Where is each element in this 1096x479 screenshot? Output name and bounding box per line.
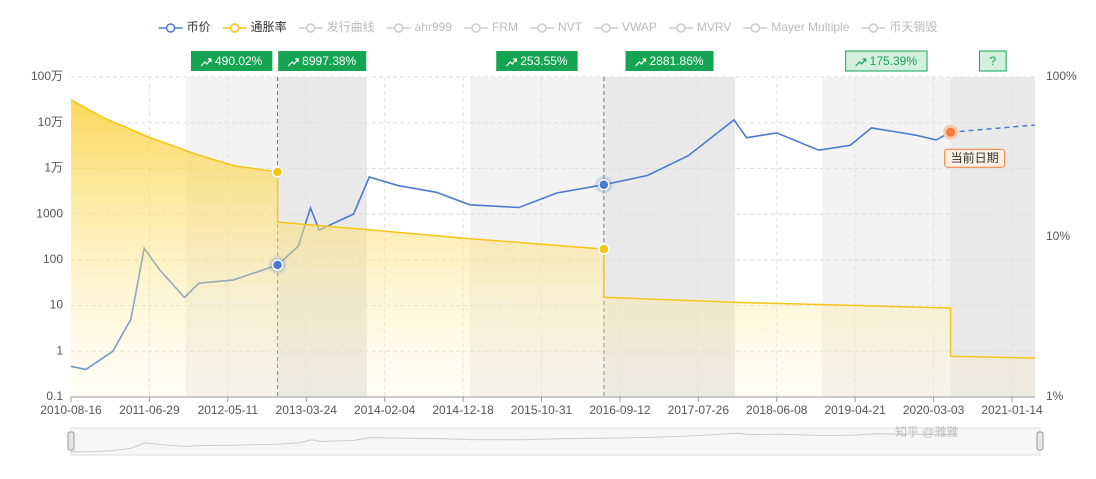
event-marker: [598, 243, 610, 255]
x-tick-label: 2014-02-04: [354, 403, 416, 417]
event-marker: [271, 259, 284, 271]
legend-item[interactable]: 发行曲线: [298, 19, 375, 34]
x-tick-label: 2017-07-26: [668, 403, 730, 417]
legend-label: 币价: [187, 20, 211, 34]
watermark: 知乎 @雅雅: [895, 424, 959, 439]
badge: ?: [978, 50, 1007, 72]
badge-box: [625, 51, 714, 71]
badge-box: [845, 50, 928, 72]
badge-box: [190, 51, 273, 71]
badge-label: 490.02%: [215, 54, 263, 68]
y2-tick-label: 100%: [1046, 69, 1077, 83]
overlay: 490.02% 8997.38% 253.55% 2881.86% 175.39% ? 当前…: [190, 50, 1007, 276]
badge-arrow: [505, 58, 517, 67]
badge-label: 2881.86%: [649, 54, 703, 68]
axes: 0.1 1 10 100 1000 1万 10万 100万 1% 10% 100% 2010-08-1…: [31, 69, 1077, 417]
y2-tick-label: 1%: [1046, 389, 1064, 403]
badge-box: [278, 51, 367, 71]
legend-label: NVT: [558, 20, 583, 34]
badge-arrow: [200, 58, 212, 67]
legend-item[interactable]: 币天销毁: [861, 19, 937, 34]
legend: 币价 通胀率 发行曲线 ahr999 FRM NVT VWAP MVRV Mayer Multi…: [158, 19, 937, 34]
legend-icon-dot: [868, 23, 879, 33]
y-tick-label: 0.1: [46, 389, 63, 403]
badge: 175.39%: [845, 50, 928, 72]
legend-label: ahr999: [415, 20, 453, 34]
badge-label: 8997.38%: [302, 54, 356, 68]
x-tick-label: 2012-05-11: [198, 403, 259, 417]
legend-label: FRM: [492, 20, 518, 34]
zoom-track: [70, 427, 1041, 456]
y-tick-label: 10: [50, 298, 64, 312]
badge: 8997.38%: [278, 51, 367, 71]
legend-label: 通胀率: [251, 19, 287, 34]
zoom-preview: [70, 432, 956, 453]
legend-item[interactable]: MVRV: [668, 20, 731, 34]
data-zoom: [67, 427, 1044, 456]
y-tick-label: 1万: [44, 161, 63, 175]
current-date-box: [944, 148, 1006, 168]
x-tick-label: 2021-01-14: [981, 403, 1043, 417]
legend-label: 发行曲线: [327, 19, 375, 34]
x-tick-label: 2010-08-16: [40, 403, 102, 417]
badge-arrow: [635, 58, 647, 67]
plot: [70, 99, 1036, 398]
legend-item[interactable]: ahr999: [386, 20, 453, 34]
legend-label: VWAP: [622, 20, 657, 34]
legend-item[interactable]: VWAP: [594, 20, 657, 34]
legend-icon-dot: [471, 23, 481, 33]
legend-item[interactable]: 币价: [158, 20, 211, 34]
legend-icon-dot: [750, 23, 761, 33]
current-date-label: 当前日期: [951, 150, 999, 165]
legend-icon-dot: [305, 23, 316, 33]
legend-icon-dot: [676, 23, 686, 33]
x-tick-label: 2018-06-08: [746, 403, 808, 417]
badge-box: [496, 51, 578, 71]
badge: 490.02%: [190, 51, 273, 71]
y2-tick-label: 10%: [1046, 229, 1070, 243]
series-line: [70, 99, 1036, 359]
legend-label: MVRV: [697, 20, 731, 34]
x-tick-label: 2020-03-03: [903, 403, 965, 417]
legend-item[interactable]: 通胀率: [222, 19, 287, 34]
legend-item[interactable]: Mayer Multiple: [743, 20, 850, 34]
legend-label: 币天销毁: [889, 19, 937, 34]
badge: 2881.86%: [625, 51, 714, 71]
legend-icon-dot: [393, 23, 404, 33]
legend-label: Mayer Multiple: [771, 20, 849, 34]
legend-item[interactable]: NVT: [530, 20, 583, 34]
badge-arrow: [855, 58, 867, 67]
legend-icon-dot: [601, 23, 611, 33]
badge-arrow: [287, 58, 299, 67]
badge-label: 175.39%: [870, 54, 918, 68]
x-tick-label: 2019-04-21: [824, 403, 886, 417]
y-tick-label: 10万: [38, 115, 63, 129]
badge: 253.55%: [496, 51, 578, 71]
x-tick-label: 2013-03-24: [276, 403, 338, 417]
legend-icon-dot: [165, 23, 176, 33]
zoom-handle[interactable]: [67, 431, 75, 451]
x-tick-label: 2016-09-12: [589, 403, 651, 417]
badge-label: 253.55%: [520, 54, 568, 68]
x-tick-label: 2014-12-18: [432, 403, 494, 417]
badge-label: ?: [989, 54, 996, 68]
y-tick-label: 100万: [31, 69, 63, 83]
legend-icon-dot: [229, 23, 240, 33]
y-tick-label: 1: [56, 343, 63, 357]
event-marker: [271, 166, 284, 178]
y-tick-label: 1000: [36, 206, 63, 220]
badge-box: [978, 50, 1007, 72]
legend-icon-dot: [537, 23, 547, 33]
legend-item[interactable]: FRM: [464, 20, 518, 34]
y-tick-label: 100: [43, 252, 63, 266]
x-tick-label: 2011-06-29: [119, 403, 180, 417]
x-tick-label: 2015-10-31: [511, 403, 573, 417]
zoom-handle[interactable]: [1036, 431, 1044, 451]
inflation-area: [71, 99, 1035, 398]
current-marker: [943, 124, 959, 140]
cycle-band: [950, 77, 1035, 397]
event-marker: [598, 178, 610, 191]
